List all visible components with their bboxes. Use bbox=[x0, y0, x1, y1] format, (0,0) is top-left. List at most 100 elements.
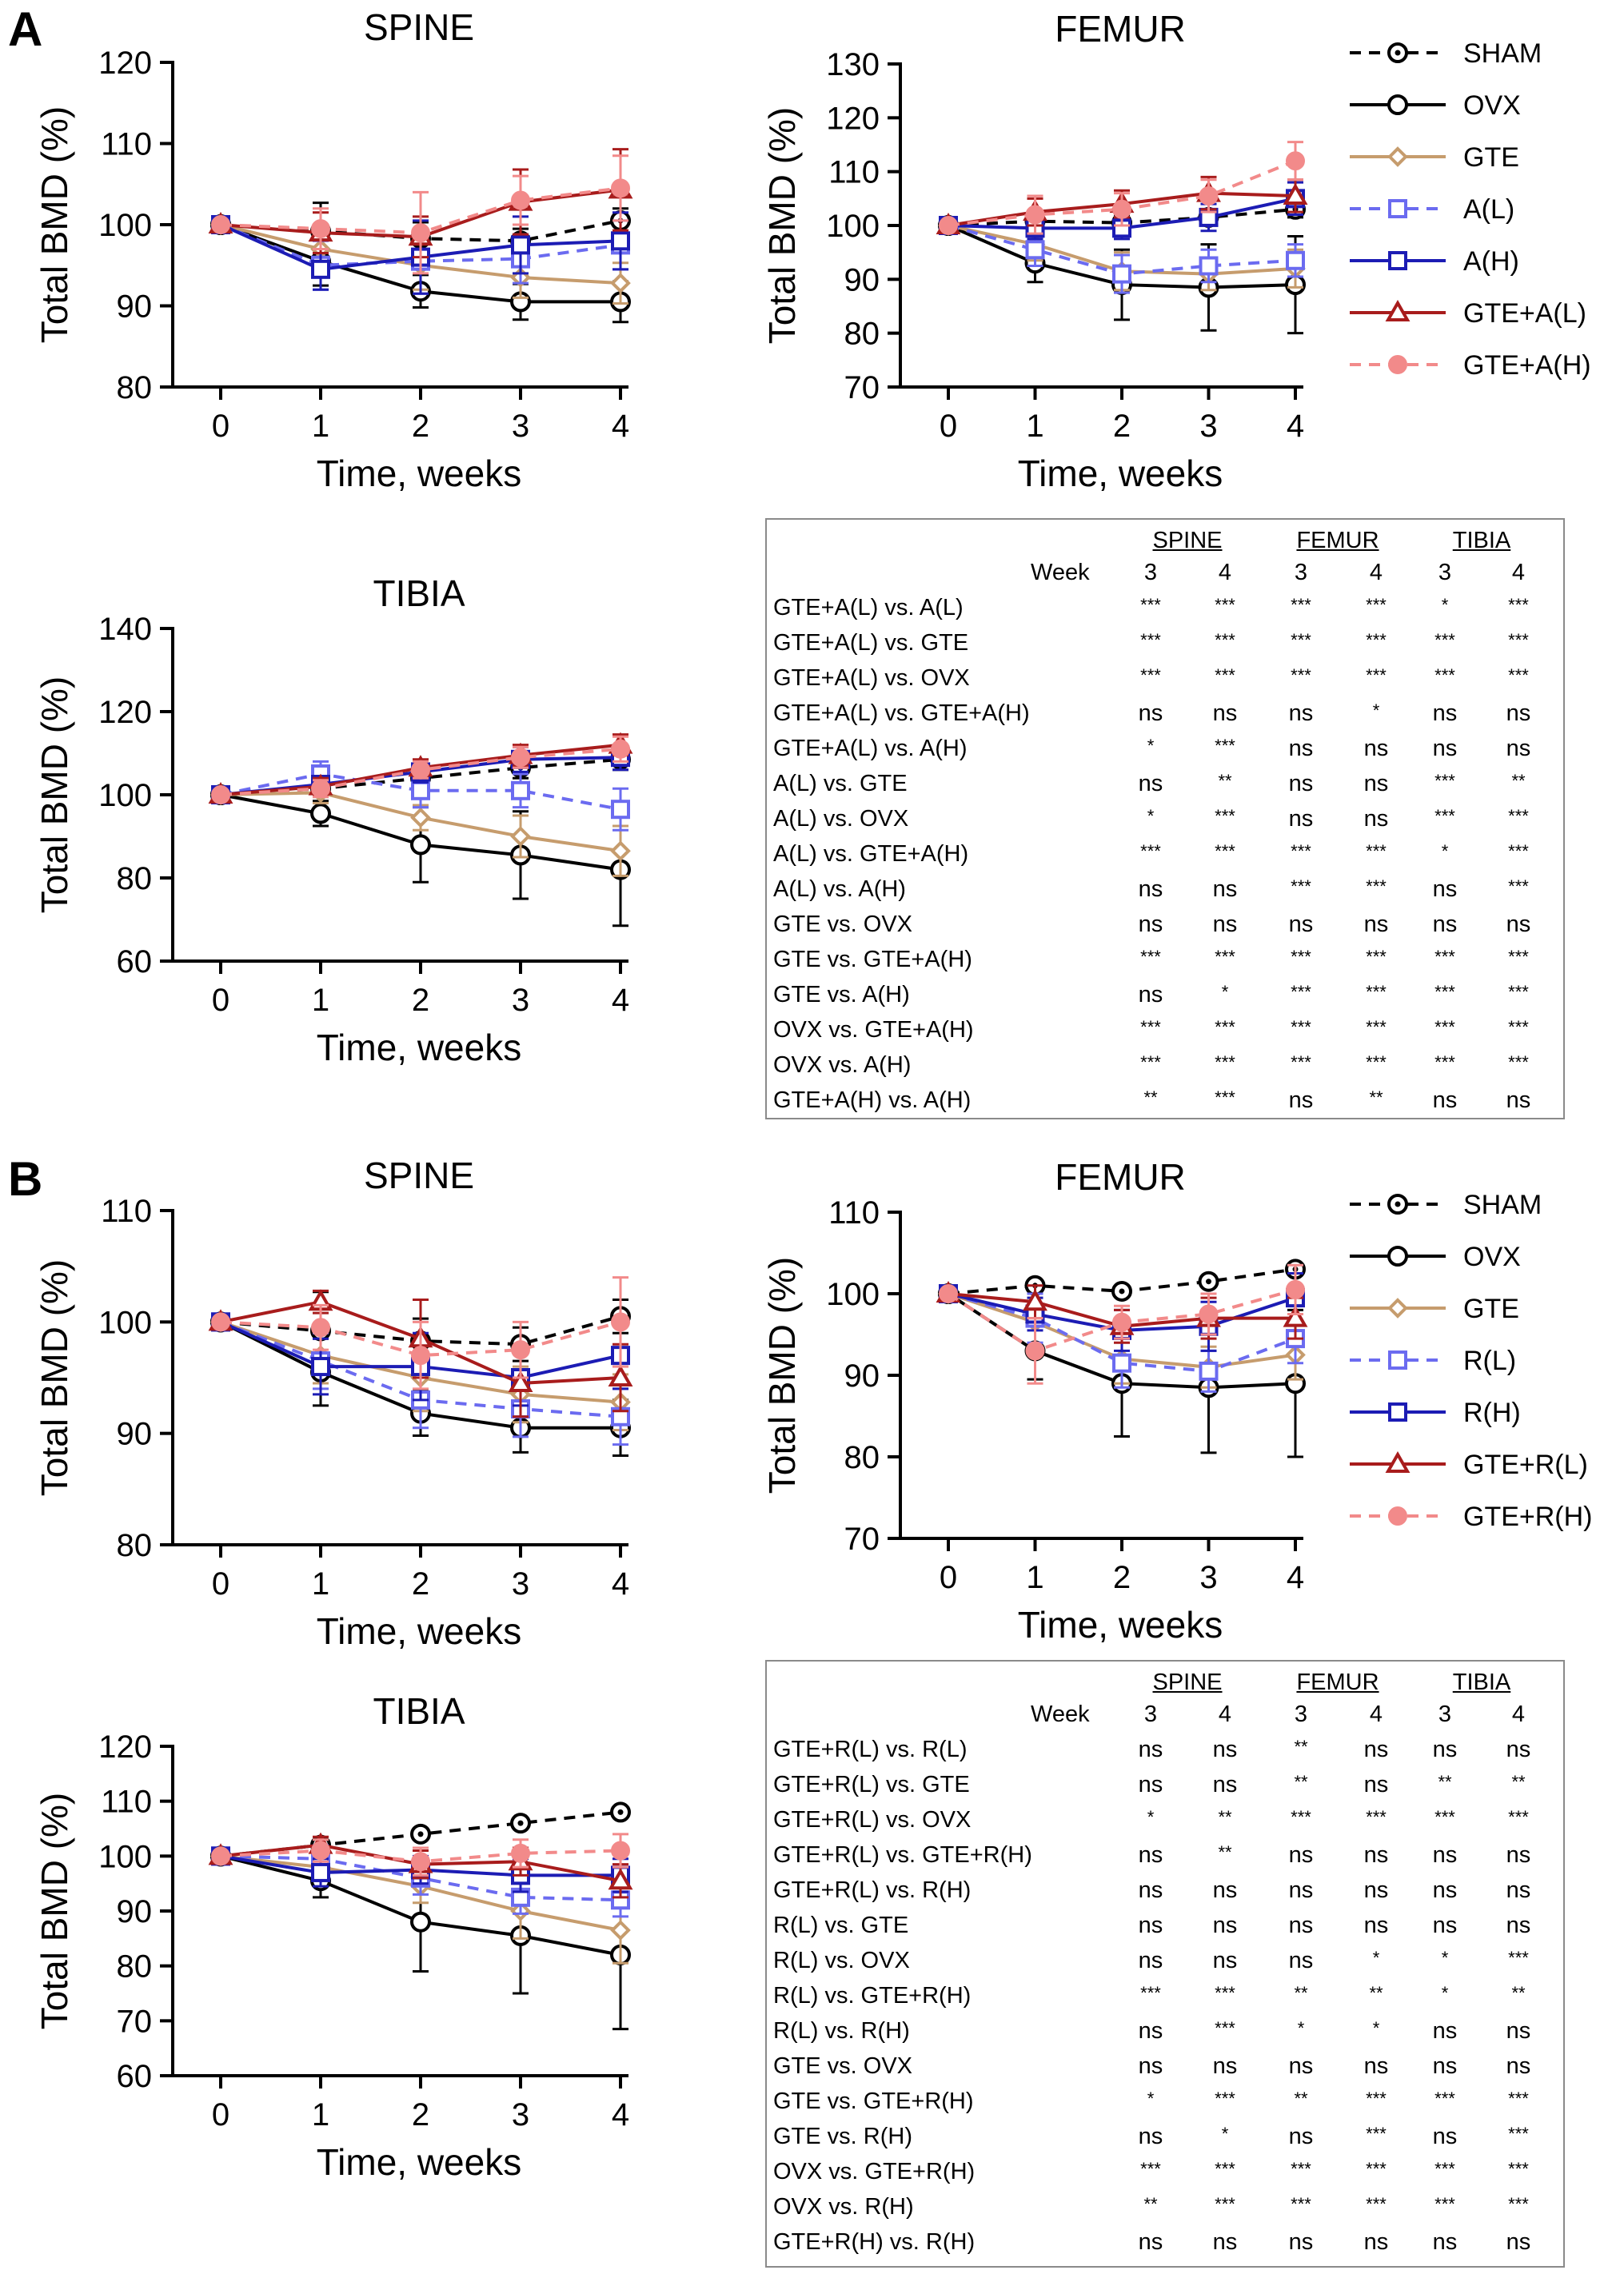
legend-label: SHAM bbox=[1463, 1190, 1542, 1220]
significance-cell: ns bbox=[1138, 1877, 1163, 1903]
legend-label: OVX bbox=[1463, 90, 1521, 121]
week-number: 3 bbox=[1294, 560, 1308, 585]
significance-cell: ns bbox=[1363, 1913, 1389, 1938]
significance-cell: *** bbox=[1215, 1017, 1235, 1037]
significance-cell: ns bbox=[1212, 1948, 1238, 1973]
table-row: GTE+A(H) vs. A(H) ** *** ns ** ns ns bbox=[767, 1083, 1563, 1118]
significance-cell: *** bbox=[1140, 841, 1161, 861]
data-point bbox=[611, 1312, 630, 1332]
data-point bbox=[411, 223, 430, 243]
x-tick-label: 4 bbox=[612, 409, 629, 444]
table-row: GTE+A(L) vs. OVX *** *** *** *** *** *** bbox=[767, 660, 1563, 696]
legend-item: SHAM bbox=[1350, 1190, 1542, 1220]
significance-cell: *** bbox=[1366, 2089, 1387, 2108]
x-tick-label: 2 bbox=[412, 983, 429, 1018]
significance-cell: ns bbox=[1288, 1842, 1314, 1868]
significance-cell: ns bbox=[1288, 1087, 1314, 1113]
significance-cell: ** bbox=[1294, 2089, 1308, 2108]
comparison-label: GTE vs. OVX bbox=[773, 2053, 913, 2079]
data-point bbox=[311, 1318, 330, 1338]
comparison-label: OVX vs. GTE+A(H) bbox=[773, 1017, 974, 1043]
significance-cell: ns bbox=[1506, 1877, 1531, 1903]
legend-marker bbox=[1388, 1402, 1407, 1422]
data-point bbox=[310, 803, 331, 824]
table-row: OVX vs. GTE+A(H) *** *** *** *** *** *** bbox=[767, 1012, 1563, 1047]
legend-label: GTE+A(H) bbox=[1463, 350, 1591, 381]
significance-cell: *** bbox=[1508, 1052, 1529, 1072]
data-point bbox=[311, 219, 330, 239]
significance-cell: ns bbox=[1212, 912, 1238, 937]
data-point bbox=[1112, 1353, 1131, 1373]
chart-title: SPINE bbox=[364, 6, 474, 48]
significance-cell: *** bbox=[1140, 1052, 1161, 1072]
significance-cell: ns bbox=[1288, 700, 1314, 726]
comparison-label: A(L) vs. OVX bbox=[773, 806, 909, 832]
comparison-label: R(L) vs. OVX bbox=[773, 1948, 910, 1973]
legend-item: SHAM bbox=[1350, 38, 1542, 69]
significance-cell: *** bbox=[1508, 630, 1529, 650]
significance-cell: *** bbox=[1291, 1052, 1311, 1072]
chart-b-spine: 80 90 100 110 0 1 2 3 4 SPINE Time, weeks Total BMD… bbox=[34, 1155, 633, 1652]
x-tick-label: 1 bbox=[312, 1566, 329, 1602]
legend-item: OVX bbox=[1350, 90, 1521, 121]
x-tick-label: 4 bbox=[612, 1566, 629, 1602]
data-point bbox=[611, 231, 630, 251]
comparison-label: GTE+R(L) vs. R(L) bbox=[773, 1737, 968, 1762]
week-number: 4 bbox=[1369, 1702, 1383, 1727]
x-axis-label: Time, weeks bbox=[317, 1027, 521, 1068]
data-point-dot bbox=[417, 1831, 424, 1837]
y-tick-label: 60 bbox=[117, 2059, 153, 2094]
significance-cell: * bbox=[1441, 1948, 1449, 1968]
y-tick-label: 80 bbox=[117, 1528, 153, 1563]
significance-cell: ** bbox=[1369, 1087, 1383, 1107]
significance-cell: ns bbox=[1288, 1877, 1314, 1903]
significance-cell: *** bbox=[1291, 1807, 1311, 1827]
legend-item: GTE bbox=[1350, 142, 1519, 173]
significance-cell: *** bbox=[1215, 2018, 1235, 2038]
legend-marker bbox=[1385, 299, 1411, 321]
data-point bbox=[311, 1862, 330, 1882]
x-tick-label: 3 bbox=[512, 409, 529, 444]
x-tick-label: 0 bbox=[212, 409, 229, 444]
week-label: Week bbox=[1031, 560, 1090, 585]
significance-cell: *** bbox=[1140, 595, 1161, 615]
y-tick-label: 130 bbox=[826, 47, 880, 82]
x-tick-label: 3 bbox=[512, 1566, 529, 1602]
significance-cell: *** bbox=[1508, 876, 1529, 896]
significance-cell: ns bbox=[1363, 771, 1389, 796]
data-point bbox=[608, 1364, 633, 1386]
data-point bbox=[1112, 1312, 1131, 1332]
significance-cell: ns bbox=[1138, 700, 1163, 726]
significance-cell: *** bbox=[1291, 595, 1311, 615]
significance-cell: ns bbox=[1288, 912, 1314, 937]
significance-cell: *** bbox=[1366, 982, 1387, 1002]
significance-cell: *** bbox=[1140, 947, 1161, 967]
data-point bbox=[1283, 182, 1308, 205]
significance-cell: ns bbox=[1138, 982, 1163, 1007]
data-point bbox=[611, 1841, 630, 1861]
significance-cell: ns bbox=[1138, 2018, 1163, 2044]
x-tick-label: 0 bbox=[212, 983, 229, 1018]
x-tick-label: 4 bbox=[612, 2097, 629, 2132]
significance-cell: ** bbox=[1294, 1983, 1308, 2003]
significance-cell: ns bbox=[1138, 1772, 1163, 1797]
comparison-label: GTE+A(L) vs. OVX bbox=[773, 665, 970, 691]
legend-marker bbox=[1388, 199, 1407, 218]
comparison-label: GTE+A(L) vs. GTE+A(H) bbox=[773, 700, 1030, 726]
significance-cell: *** bbox=[1215, 806, 1235, 826]
legend-label: GTE+R(H) bbox=[1463, 1502, 1593, 1532]
chart-a-spine: 80 90 100 110 120 0 1 2 3 4 SPINE Time, weeks Total … bbox=[34, 6, 633, 494]
legend-item: R(H) bbox=[1350, 1398, 1521, 1428]
chart-a-tibia: 60 80 100 120 140 0 1 2 3 4 TIBIA Time, weeks Total … bbox=[34, 572, 633, 1068]
significance-cell: ns bbox=[1212, 1737, 1238, 1762]
significance-cell: *** bbox=[1215, 595, 1235, 615]
significance-cell: ns bbox=[1138, 1948, 1163, 1973]
data-point bbox=[1286, 250, 1305, 270]
x-tick-label: 1 bbox=[312, 409, 329, 444]
comparison-label: GTE vs. OVX bbox=[773, 912, 913, 937]
y-tick-label: 90 bbox=[117, 1417, 153, 1452]
legend-marker bbox=[1387, 1246, 1408, 1267]
significance-cell: ns bbox=[1432, 2229, 1458, 2255]
legend-label: GTE bbox=[1463, 142, 1519, 173]
